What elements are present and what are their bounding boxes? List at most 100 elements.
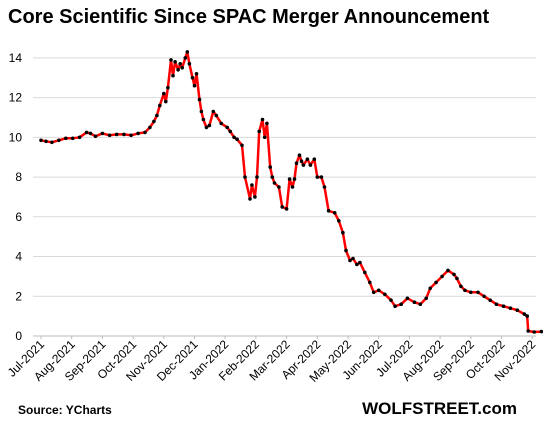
- data-point: [301, 163, 306, 167]
- data-point: [319, 175, 324, 179]
- data-point: [228, 129, 232, 134]
- data-point: [371, 290, 376, 295]
- data-point: [418, 302, 423, 307]
- series-line: [40, 50, 543, 334]
- data-point: [355, 262, 359, 267]
- data-point: [312, 157, 317, 161]
- data-point: [70, 136, 75, 141]
- data-point: [201, 117, 206, 122]
- data-point: [57, 138, 61, 143]
- data-point: [219, 121, 223, 126]
- y-tick-label: 12: [9, 91, 23, 105]
- data-point: [351, 256, 355, 261]
- data-point: [494, 302, 499, 307]
- data-point: [326, 209, 331, 213]
- data-point: [253, 195, 257, 199]
- data-point: [243, 175, 247, 179]
- data-point: [389, 298, 393, 303]
- brand-logo-text: WOLFSTREET.com: [362, 399, 517, 418]
- data-point: [337, 219, 341, 223]
- data-point: [158, 103, 162, 108]
- data-point: [476, 290, 480, 295]
- data-point: [50, 140, 54, 145]
- data-point: [399, 302, 404, 307]
- data-point: [164, 99, 168, 104]
- data-point: [488, 298, 493, 303]
- data-point: [332, 211, 337, 215]
- data-point: [428, 286, 433, 291]
- data-point: [155, 113, 159, 118]
- data-point: [178, 62, 182, 66]
- data-point: [235, 137, 239, 142]
- data-point: [383, 292, 387, 297]
- data-point: [122, 132, 126, 137]
- data-point: [211, 109, 216, 114]
- data-point: [268, 165, 273, 169]
- data-point: [522, 312, 527, 316]
- data-point: [270, 175, 275, 179]
- data-point: [290, 185, 295, 189]
- data-point: [148, 125, 152, 130]
- data-point: [166, 85, 170, 90]
- data-point: [526, 329, 530, 333]
- data-point: [136, 131, 140, 136]
- data-point: [292, 177, 297, 181]
- chart-title: Core Scientific Since SPAC Merger Announ…: [8, 6, 490, 28]
- data-point: [412, 300, 417, 305]
- price-series: [39, 50, 543, 334]
- data-point: [348, 258, 352, 263]
- data-point: [248, 197, 252, 201]
- data-point: [100, 131, 105, 136]
- data-point: [88, 131, 93, 136]
- data-point: [173, 60, 177, 64]
- data-point: [199, 109, 204, 114]
- data-point: [190, 75, 195, 80]
- data-point: [315, 175, 320, 179]
- data-point: [197, 97, 202, 102]
- grid-lines: [33, 57, 536, 337]
- data-point: [393, 304, 397, 309]
- data-point: [225, 125, 229, 130]
- data-point: [255, 175, 259, 179]
- data-point: [185, 50, 190, 54]
- data-point: [344, 248, 348, 253]
- y-tick-label: 4: [15, 250, 22, 264]
- data-point: [277, 185, 281, 189]
- data-point: [265, 121, 269, 126]
- data-point: [455, 276, 459, 281]
- data-point: [539, 329, 543, 334]
- data-point: [44, 139, 48, 144]
- data-point: [305, 157, 310, 161]
- data-point: [434, 280, 438, 285]
- y-tick-label: 6: [15, 210, 22, 224]
- data-point: [287, 177, 292, 181]
- data-point: [482, 294, 486, 299]
- data-point: [515, 308, 520, 313]
- data-point: [260, 117, 265, 122]
- y-tick-label: 2: [15, 289, 22, 303]
- data-point: [169, 58, 173, 62]
- data-point: [192, 83, 197, 88]
- data-point: [446, 268, 450, 273]
- data-point: [93, 134, 98, 139]
- data-point: [257, 129, 262, 134]
- data-point: [250, 183, 254, 187]
- data-point: [376, 288, 381, 293]
- data-point: [297, 153, 302, 157]
- data-point: [39, 138, 43, 143]
- data-point: [194, 72, 199, 76]
- data-point: [107, 133, 112, 138]
- data-point: [214, 113, 219, 118]
- data-point: [440, 274, 444, 279]
- data-point: [299, 159, 304, 163]
- data-point: [405, 296, 410, 301]
- data-point: [341, 230, 345, 235]
- data-point: [508, 306, 513, 311]
- data-point: [322, 185, 327, 189]
- data-point: [162, 91, 166, 96]
- data-point: [501, 304, 506, 309]
- source-note: Source: YCharts: [18, 403, 112, 417]
- data-point: [463, 288, 467, 293]
- data-point: [452, 272, 456, 277]
